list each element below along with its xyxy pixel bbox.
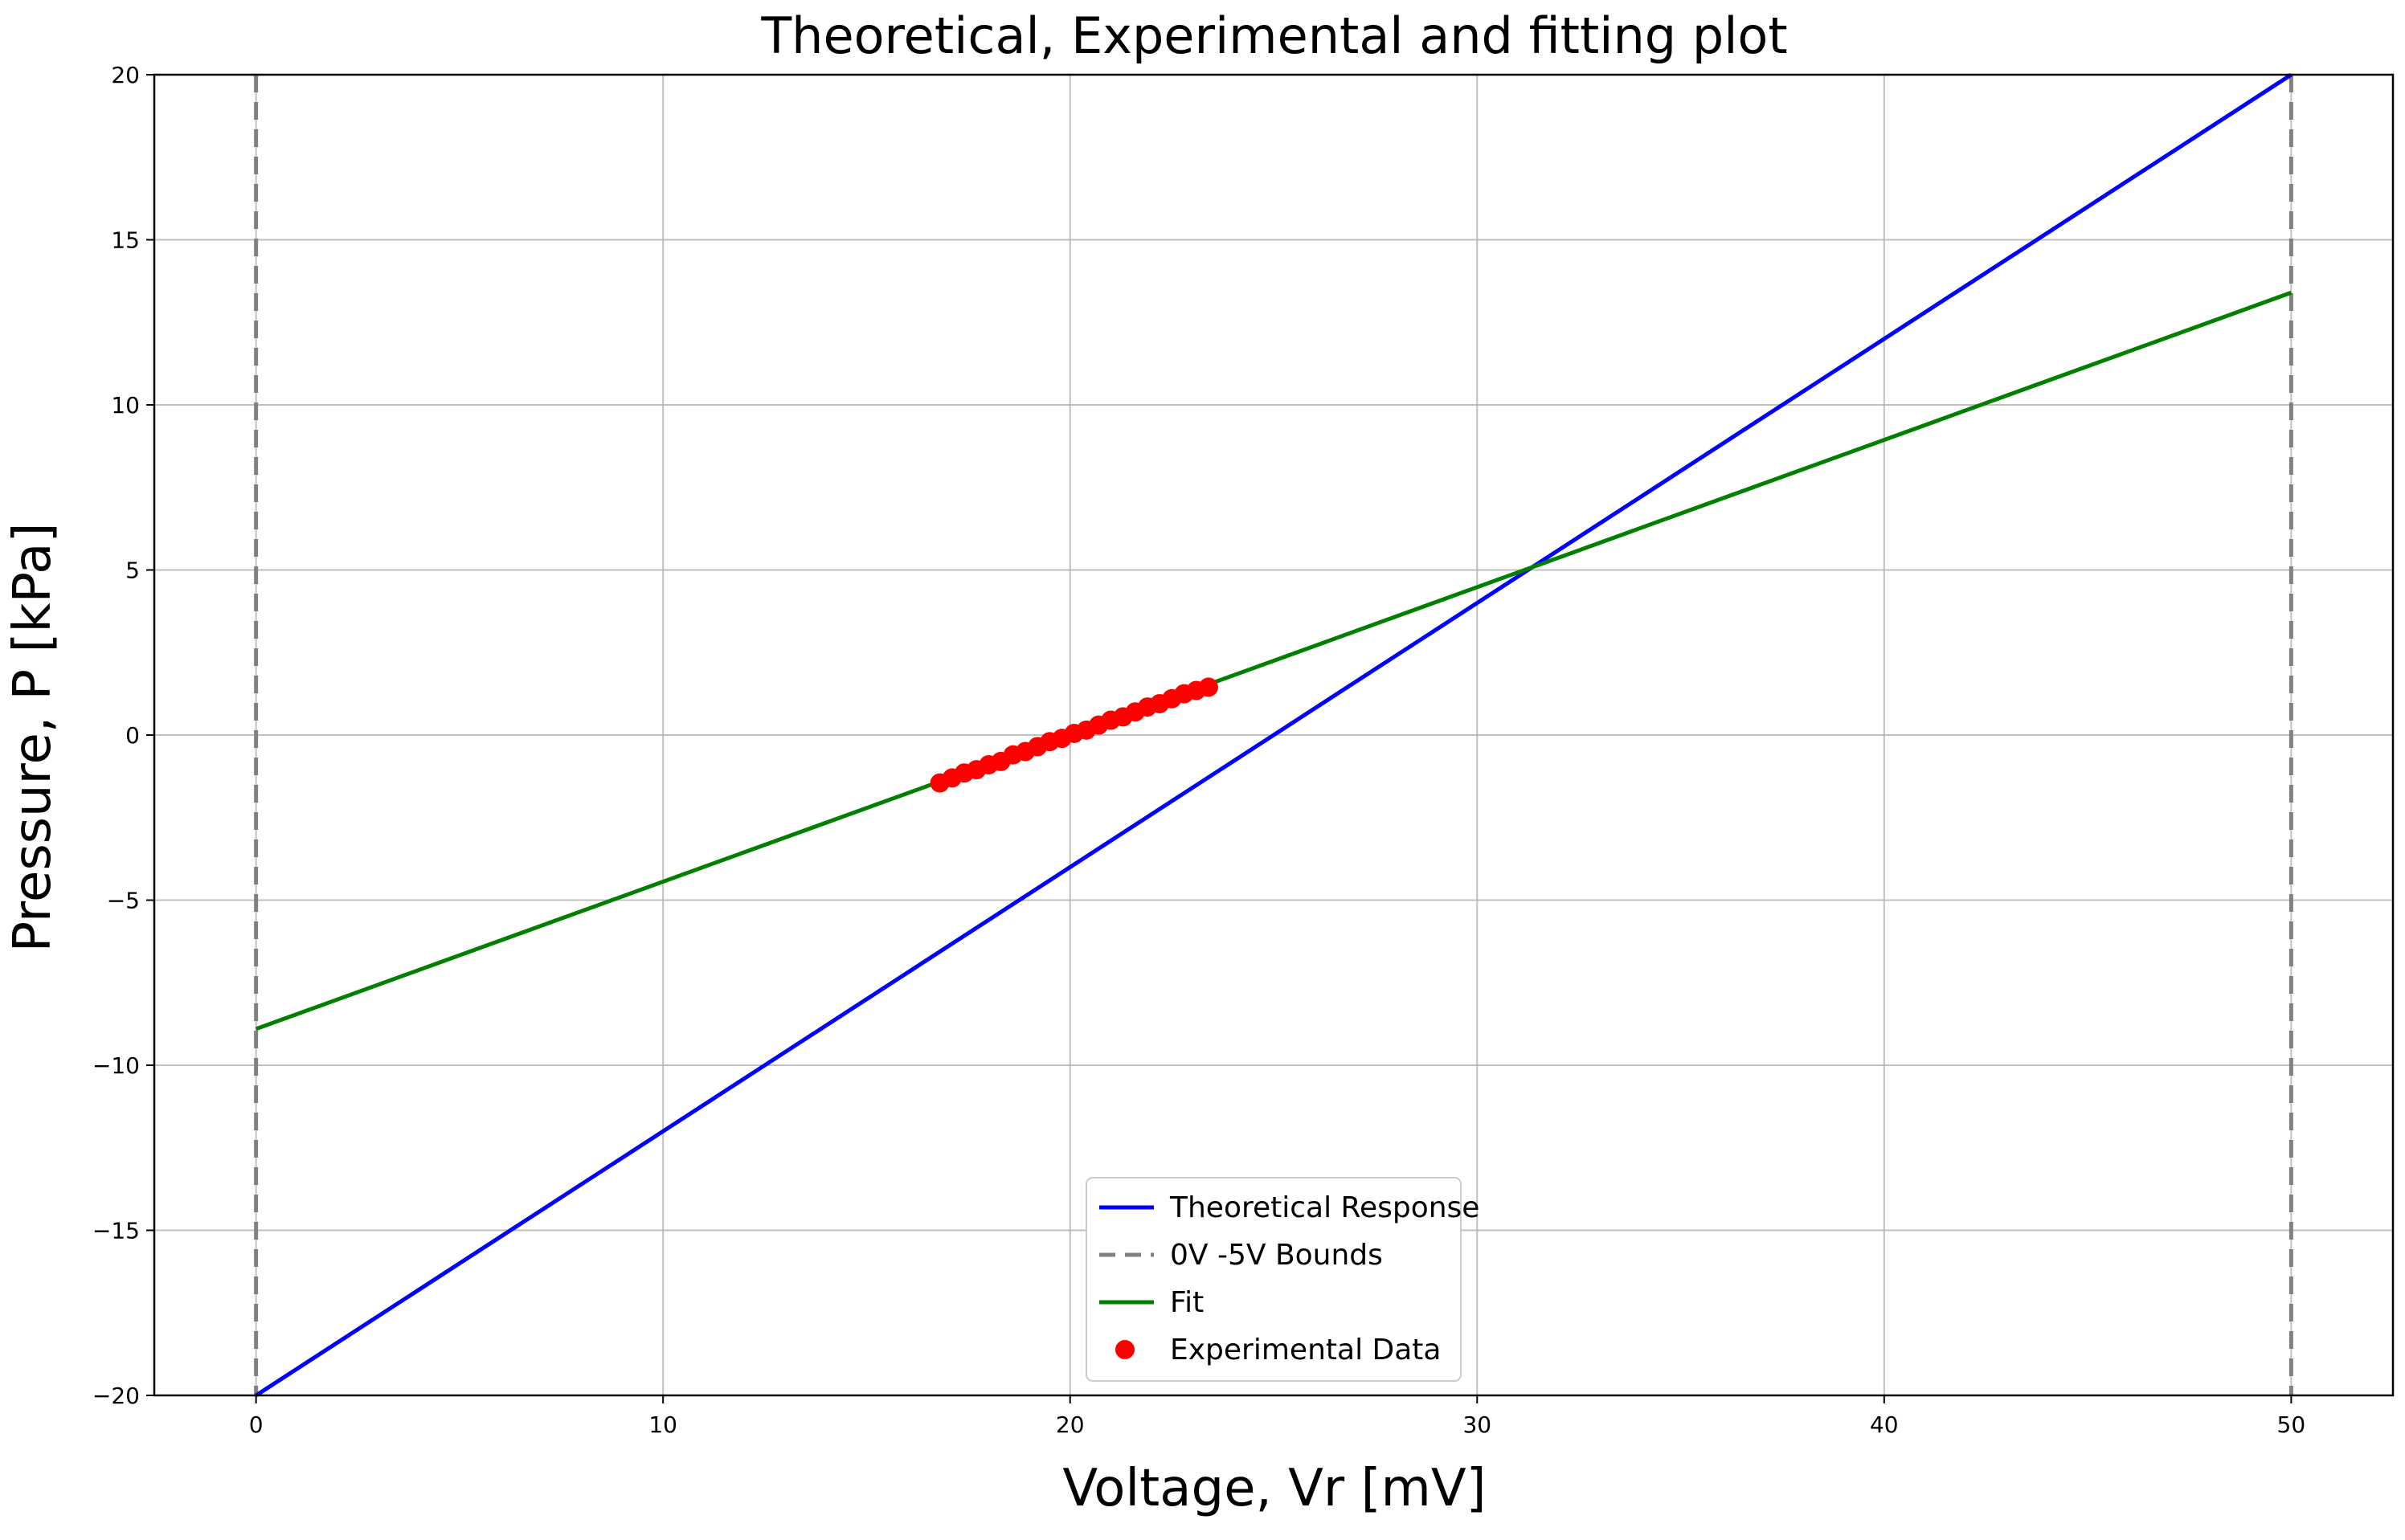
legend-label: Fit [1170, 1286, 1204, 1319]
y-tick-label: −15 [92, 1218, 140, 1244]
series-lines [255, 72, 2293, 1398]
legend: Theoretical Response 0V -5V Bounds Fit Expe… [1086, 1177, 1479, 1382]
y-tick-label: 10 [111, 392, 140, 419]
fit-line [255, 290, 2293, 1031]
y-tick-label: −20 [92, 1383, 140, 1409]
x-tick-label: 40 [1870, 1411, 1899, 1438]
legend-marker [1115, 1340, 1135, 1359]
y-tick-label: −5 [107, 888, 140, 914]
y-tick-label: 5 [125, 558, 140, 584]
y-tick-label: 0 [125, 722, 140, 749]
x-tick-label: 50 [2277, 1411, 2306, 1438]
y-tick-label: 15 [111, 227, 140, 254]
legend-box [1086, 1177, 1462, 1382]
legend-label: Experimental Data [1170, 1334, 1441, 1366]
y-tick-label: −10 [92, 1052, 140, 1079]
bounds-lines [254, 75, 2293, 1395]
x-tick-label: 10 [648, 1411, 677, 1438]
x-axis-title: Voltage, Vr [mV] [1062, 1459, 1486, 1518]
data-point [1198, 677, 1218, 697]
x-tick-label: 20 [1056, 1411, 1085, 1438]
ticks: 0 10 20 30 40 50 −20 −15 −10 −5 0 5 10 15 20 [92, 62, 2305, 1438]
legend-entries: Theoretical Response 0V -5V Bounds Fit Expe… [1099, 1191, 1479, 1366]
y-tick-label: 20 [111, 62, 140, 88]
x-tick-label: 0 [249, 1411, 264, 1438]
chart-title: Theoretical, Experimental and fitting pl… [760, 6, 1787, 65]
x-tick-label: 30 [1462, 1411, 1491, 1438]
experimental-points [930, 677, 1218, 793]
legend-label: Theoretical Response [1169, 1191, 1479, 1224]
legend-label: 0V -5V Bounds [1170, 1239, 1383, 1272]
y-axis-title: Pressure, P [kPa] [3, 523, 63, 953]
theoretical-response-line [255, 72, 2293, 1398]
